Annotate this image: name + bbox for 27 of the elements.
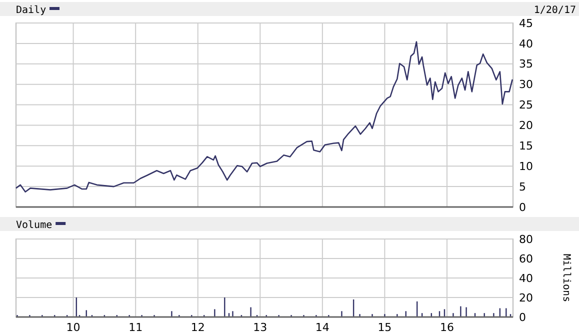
- y-tick-label: 45: [519, 16, 533, 30]
- y-tick-label: 5: [519, 180, 526, 194]
- x-tick-label: 13: [253, 321, 268, 334]
- y-tick-label: 35: [519, 58, 533, 71]
- x-tick-label: 12: [190, 321, 205, 334]
- y-tick-label: 0: [519, 310, 526, 324]
- y-tick-label: 0: [519, 200, 526, 214]
- legend-label: Volume: [16, 220, 52, 231]
- y-tick-label: 10: [519, 160, 533, 173]
- legend-label: Daily: [16, 5, 46, 16]
- y-tick-label: 40: [519, 272, 533, 285]
- x-tick-label: 14: [315, 321, 330, 334]
- x-tick-label: 11: [128, 321, 143, 334]
- y-tick-label: 80: [519, 232, 533, 246]
- y-tick-label: 60: [519, 252, 533, 266]
- y-tick-label: 30: [519, 78, 533, 92]
- x-tick-label: 15: [378, 321, 392, 334]
- x-tick-label: 10: [66, 321, 80, 334]
- y-tick-label: 25: [519, 98, 533, 112]
- y-tick-label: 15: [519, 140, 533, 153]
- x-tick-label: 16: [440, 321, 454, 334]
- line-series: [15, 41, 514, 193]
- y-axis-title: Millions: [560, 254, 572, 302]
- y-tick-label: 20: [519, 119, 533, 132]
- y-tick-label: 40: [519, 37, 533, 50]
- y-tick-label: 20: [519, 291, 533, 304]
- text: 1/20/17: [534, 5, 576, 16]
